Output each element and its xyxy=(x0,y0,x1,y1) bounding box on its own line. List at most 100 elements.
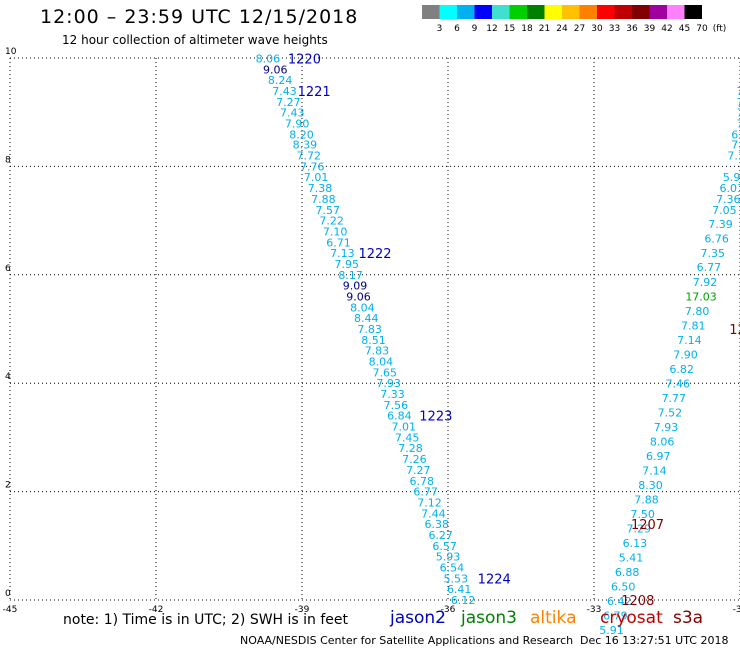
jason2-time-label: 1220 xyxy=(288,53,321,68)
colorbar-swatch xyxy=(492,5,510,19)
jason2-swh-value: 7.01 xyxy=(391,421,416,434)
jason2-swh-value: 5.93 xyxy=(436,551,461,564)
colorbar-tick-label: 21 xyxy=(539,24,550,34)
cryosat-swh-value: 6.13 xyxy=(623,537,648,550)
colorbar-swatch xyxy=(509,5,527,19)
satellite-label-cryosat: cryosat xyxy=(600,608,663,628)
cryosat-swh-value: 8.30 xyxy=(638,479,663,492)
cryosat-swh-value: 5.41 xyxy=(619,552,644,565)
jason2-swh-value: 6.57 xyxy=(432,540,457,553)
chart-subtitle: 12 hour collection of altimeter wave hei… xyxy=(62,33,328,47)
y-tick-label: 4 xyxy=(5,372,11,382)
cryosat-swh-value: 6.88 xyxy=(615,566,640,579)
cryosat-swh-value: 7 xyxy=(737,118,740,131)
y-tick-label: 6 xyxy=(5,264,11,274)
x-tick-label: -42 xyxy=(149,605,164,615)
x-tick-label: -36 xyxy=(441,605,456,615)
cryosat-swh-value: 7 xyxy=(737,107,740,120)
jason2-swh-value: 7.44 xyxy=(421,507,446,520)
jason2-swh-value: 9.06 xyxy=(346,290,371,303)
colorbar-tick-label: 42 xyxy=(661,24,672,34)
jason2-swh-value: 7.83 xyxy=(365,345,390,358)
satellite-label-jason2: jason2 xyxy=(390,608,446,628)
jason2-swh-value: 7.43 xyxy=(280,107,305,120)
jason2-swh-value: 7.56 xyxy=(384,399,409,412)
colorbar-swatch xyxy=(579,5,597,19)
colorbar-tick-label: 9 xyxy=(472,24,478,34)
jason2-swh-value: 7.76 xyxy=(300,160,325,173)
cryosat-swh-value: 6.8 xyxy=(731,128,740,141)
jason2-swh-value: 7.27 xyxy=(276,96,301,109)
footer-credit: NOAA/NESDIS Center for Satellite Applica… xyxy=(240,634,574,647)
cryosat-swh-value: 7.39 xyxy=(708,218,733,231)
y-tick-label: 10 xyxy=(5,47,17,57)
colorbar-swatch xyxy=(527,5,545,19)
jason2-swh-value: 7.13 xyxy=(330,247,355,260)
jason2-swh-value: 7.38 xyxy=(308,182,333,195)
jason2-swh-value: 7.01 xyxy=(304,171,329,184)
colorbar-tick-label: 30 xyxy=(591,24,603,34)
jason2-swh-value: 7.83 xyxy=(357,323,382,336)
jason2-swh-value: 9.09 xyxy=(343,280,368,293)
page-title: 12:00 – 23:59 UTC 12/15/2018 xyxy=(40,6,359,28)
jason2-swh-value: 7.45 xyxy=(395,431,420,444)
colorbar-tick-label: 6 xyxy=(454,24,460,34)
colorbar-swatch xyxy=(649,5,667,19)
cryosat-swh-value: 7.92 xyxy=(693,276,718,289)
cryosat-swh-value: 7.77 xyxy=(662,392,687,405)
jason2-swh-value: 7.57 xyxy=(316,204,341,217)
colorbar-tick-label: 12 xyxy=(486,24,497,34)
jason2-swh-value: 7.22 xyxy=(319,215,344,228)
colorbar-tick-label: (ft) xyxy=(713,24,727,34)
colorbar-swatch xyxy=(632,5,650,19)
colorbar-tick-label: 24 xyxy=(556,24,568,34)
jason2-swh-value: 7.95 xyxy=(335,258,360,271)
jason2-swh-value: 7.65 xyxy=(372,366,397,379)
cryosat-swh-value: 7.80 xyxy=(685,305,710,318)
cryosat-swh-value: 17.03 xyxy=(685,290,717,303)
cryosat-swh-value: 7.93 xyxy=(654,421,679,434)
colorbar-swatch xyxy=(562,5,580,19)
jason2-swh-value: 7.43 xyxy=(272,85,297,98)
cryosat-swh-value: 6.01 xyxy=(719,182,740,195)
cryosat-swh-value: 6.79 xyxy=(603,610,628,623)
jason2-swh-value: 7.72 xyxy=(297,150,322,163)
colorbar-tick-label: 27 xyxy=(574,24,585,34)
cryosat-swh-value: 6.77 xyxy=(697,261,722,274)
x-tick-label: -30 xyxy=(733,605,740,615)
cryosat-time-label: 1208 xyxy=(621,594,654,609)
footer-timestamp: Dec 16 13:27:51 UTC 2018 xyxy=(580,634,729,647)
cryosat-swh-value: 7.14 xyxy=(677,334,702,347)
jason2-swh-value: 6.84 xyxy=(387,410,412,423)
jason2-swh-value: 6.12 xyxy=(451,594,476,607)
cryosat-swh-value: 7.50 xyxy=(630,508,655,521)
jason2-swh-value: 7.93 xyxy=(376,377,401,390)
satellite-label-s3a: s3a xyxy=(673,608,704,628)
colorbar-swatch xyxy=(439,5,457,19)
colorbar-tick-label: 39 xyxy=(644,24,656,34)
jason2-swh-value: 7.28 xyxy=(398,442,423,455)
jason2-swh-value: 7.12 xyxy=(417,496,442,509)
cryosat-swh-value: 7.90 xyxy=(673,348,698,361)
x-tick-label: -33 xyxy=(587,605,602,615)
jason2-swh-value: 7.88 xyxy=(311,193,336,206)
jason2-swh-value: 6.38 xyxy=(425,518,450,531)
jason2-swh-value: 6.77 xyxy=(413,486,438,499)
note-text: note: 1) Time is in UTC; 2) SWH is in fe… xyxy=(63,612,349,628)
colorbar-swatch xyxy=(474,5,492,19)
cryosat-swh-value: 7.1 xyxy=(731,139,740,152)
colorbar-swatch xyxy=(667,5,685,19)
cryosat-swh-value: 7.81 xyxy=(681,320,706,333)
jason2-time-label: 1224 xyxy=(478,572,511,587)
cryosat-swh-value: 6.76 xyxy=(704,232,729,245)
cryosat-swh-value: 7.36 xyxy=(716,193,740,206)
colorbar-tick-label: 15 xyxy=(504,24,515,34)
cryosat-swh-value: 7.14 xyxy=(642,464,667,477)
satellite-label-altika: altika xyxy=(530,608,577,628)
cryosat-swh-value: 6.42 xyxy=(607,595,632,608)
colorbar-tick-label: 33 xyxy=(609,24,620,34)
jason2-swh-value: 7.10 xyxy=(323,225,348,238)
jason2-swh-value: 8.44 xyxy=(354,312,379,325)
